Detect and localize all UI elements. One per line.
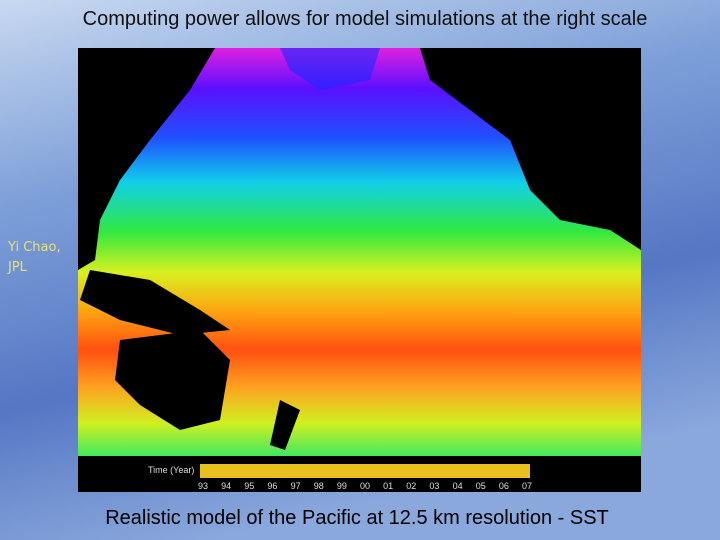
year-label: 95 — [244, 481, 254, 491]
year-label: 05 — [476, 481, 486, 491]
year-label: 96 — [267, 481, 277, 491]
year-label: 06 — [499, 481, 509, 491]
slide-caption: Realistic model of the Pacific at 12.5 k… — [105, 507, 609, 529]
image-credit: Yi Chao, JPL — [8, 240, 61, 275]
year-label: 07 — [522, 481, 532, 491]
year-label: 98 — [314, 481, 324, 491]
year-label: 00 — [360, 481, 370, 491]
slide-title: Computing power allows for model simulat… — [83, 8, 648, 30]
year-label: 03 — [429, 481, 439, 491]
year-label: 01 — [383, 481, 393, 491]
year-label: 99 — [337, 481, 347, 491]
year-label: 02 — [406, 481, 416, 491]
year-label: 94 — [221, 481, 231, 491]
timebar-label: Time (Year) — [148, 465, 194, 475]
year-label: 97 — [291, 481, 301, 491]
sst-map: Time (Year) 93 94 95 96 97 98 99 00 01 02 03 04 05 06… — [78, 48, 641, 492]
year-label: 93 — [198, 481, 208, 491]
year-label: 04 — [453, 481, 463, 491]
